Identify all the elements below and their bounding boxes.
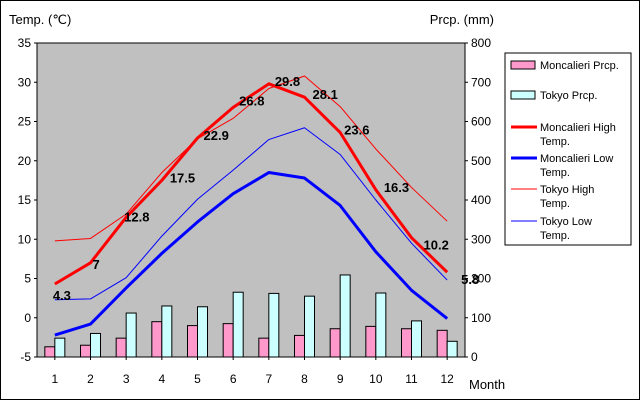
y-right-tick-label: 0: [471, 350, 478, 364]
y-left-tick-label: -5: [20, 350, 31, 364]
x-tick-label: 9: [337, 372, 344, 386]
x-tick-label: 1: [51, 372, 58, 386]
x-tick-label: 12: [440, 372, 454, 386]
y-axis-left-label: Temp. (℃): [9, 12, 71, 27]
legend-label: Tokyo High: [540, 184, 594, 196]
x-axis-label: Month: [469, 377, 505, 392]
data-label: 16.3: [384, 180, 409, 195]
y-right-tick-label: 500: [471, 154, 491, 168]
bar-tokyo-prcp: [125, 312, 137, 358]
bar-tokyo-prcp: [375, 292, 387, 358]
legend-label: Temp.: [540, 230, 570, 242]
legend-label: Moncalieri Prcp.: [540, 60, 619, 72]
x-tick-label: 6: [230, 372, 237, 386]
bar-moncalieri-prcp: [80, 344, 91, 358]
axes: -505101520253035010020030040050060070080…: [18, 36, 492, 386]
y-right-tick-label: 200: [471, 272, 491, 286]
legend-label: Tokyo Low: [540, 216, 592, 228]
x-tick-label: 5: [194, 372, 201, 386]
precipitation-bars: [44, 274, 458, 358]
data-labels: 4.3 7 12.8 17.5 22.9 26.8 29.8 28.1 23.6 16.3 10.2…: [53, 74, 479, 303]
y-axis-right-label: Prcp. (mm): [430, 12, 494, 27]
x-tick-label: 7: [265, 372, 272, 386]
bar-moncalieri-prcp: [294, 334, 305, 358]
data-label: 22.9: [204, 128, 229, 143]
bar-moncalieri-prcp: [44, 346, 56, 358]
bar-moncalieri-prcp: [436, 329, 448, 358]
plot-area: [36, 42, 466, 358]
legend: Moncalieri Prcp. Tokyo Prcp. Moncalieri Hi…: [504, 52, 632, 246]
y-left-tick-label: 15: [18, 193, 32, 207]
data-label: 28.1: [313, 87, 338, 102]
x-tick-label: 8: [301, 372, 308, 386]
legend-swatch: [510, 90, 536, 100]
legend-label: Temp.: [540, 167, 570, 179]
data-label: 5.8: [461, 272, 479, 287]
bar-tokyo-prcp: [90, 332, 101, 358]
bar-moncalieri-prcp: [151, 321, 163, 358]
data-label: 26.8: [239, 93, 264, 108]
data-label: 17.5: [170, 170, 195, 185]
y-right-tick-label: 400: [471, 193, 491, 207]
legend-box: [504, 52, 632, 246]
bar-moncalieri-prcp: [258, 337, 270, 358]
y-right-tick-label: 100: [471, 311, 491, 325]
legend-swatch: [510, 60, 536, 70]
y-left-tick-label: 30: [18, 75, 32, 89]
tokyo-low-line: [54, 127, 448, 301]
bar-tokyo-prcp: [304, 295, 315, 358]
x-tick-label: 3: [123, 372, 130, 386]
bar-moncalieri-prcp: [365, 325, 377, 358]
x-tick-label: 2: [87, 372, 94, 386]
legend-label: Temp.: [540, 198, 570, 210]
y-left-tick-label: 20: [18, 154, 32, 168]
y-right-tick-label: 700: [471, 75, 491, 89]
y-left-tick-label: 35: [18, 36, 32, 50]
y-left-tick-label: 0: [24, 311, 31, 325]
temperature-lines: [54, 75, 449, 337]
legend-label: Temp.: [540, 136, 570, 148]
moncalieri-high-line: [54, 82, 449, 286]
bar-moncalieri-prcp: [401, 328, 412, 358]
y-left-tick-label: 10: [18, 232, 32, 246]
bar-moncalieri-prcp: [222, 323, 234, 358]
data-label: 7: [93, 257, 100, 272]
bar-tokyo-prcp: [54, 337, 66, 358]
y-right-tick-label: 300: [471, 232, 491, 246]
data-label: 12.8: [124, 209, 149, 224]
x-tick-label: 10: [369, 372, 383, 386]
tokyo-high-line: [54, 75, 448, 242]
moncalieri-low-line: [54, 171, 449, 337]
bar-tokyo-prcp: [197, 306, 208, 358]
bar-tokyo-prcp: [268, 292, 280, 358]
data-label: 23.6: [344, 122, 369, 137]
x-tick-label: 11: [405, 372, 418, 386]
y-left-tick-label: 25: [18, 115, 32, 129]
bar-tokyo-prcp: [411, 320, 422, 358]
data-label: 29.8: [275, 74, 300, 89]
y-right-tick-label: 600: [471, 115, 491, 129]
data-label: 4.3: [53, 288, 71, 303]
legend-label: Moncalieri Low: [540, 153, 613, 165]
legend-label: Tokyo Prcp.: [540, 90, 597, 102]
legend-label: Moncalieri High: [540, 122, 616, 134]
y-right-tick-label: 800: [471, 36, 491, 50]
y-left-tick-label: 5: [24, 272, 31, 286]
x-tick-label: 4: [158, 372, 165, 386]
bar-tokyo-prcp: [161, 305, 173, 358]
bar-moncalieri-prcp: [115, 337, 127, 358]
bar-moncalieri-prcp: [187, 325, 198, 358]
data-label: 10.2: [424, 238, 449, 253]
bar-tokyo-prcp: [339, 274, 351, 358]
bar-moncalieri-prcp: [329, 328, 341, 358]
bar-tokyo-prcp: [232, 291, 244, 358]
bar-tokyo-prcp: [446, 340, 458, 358]
